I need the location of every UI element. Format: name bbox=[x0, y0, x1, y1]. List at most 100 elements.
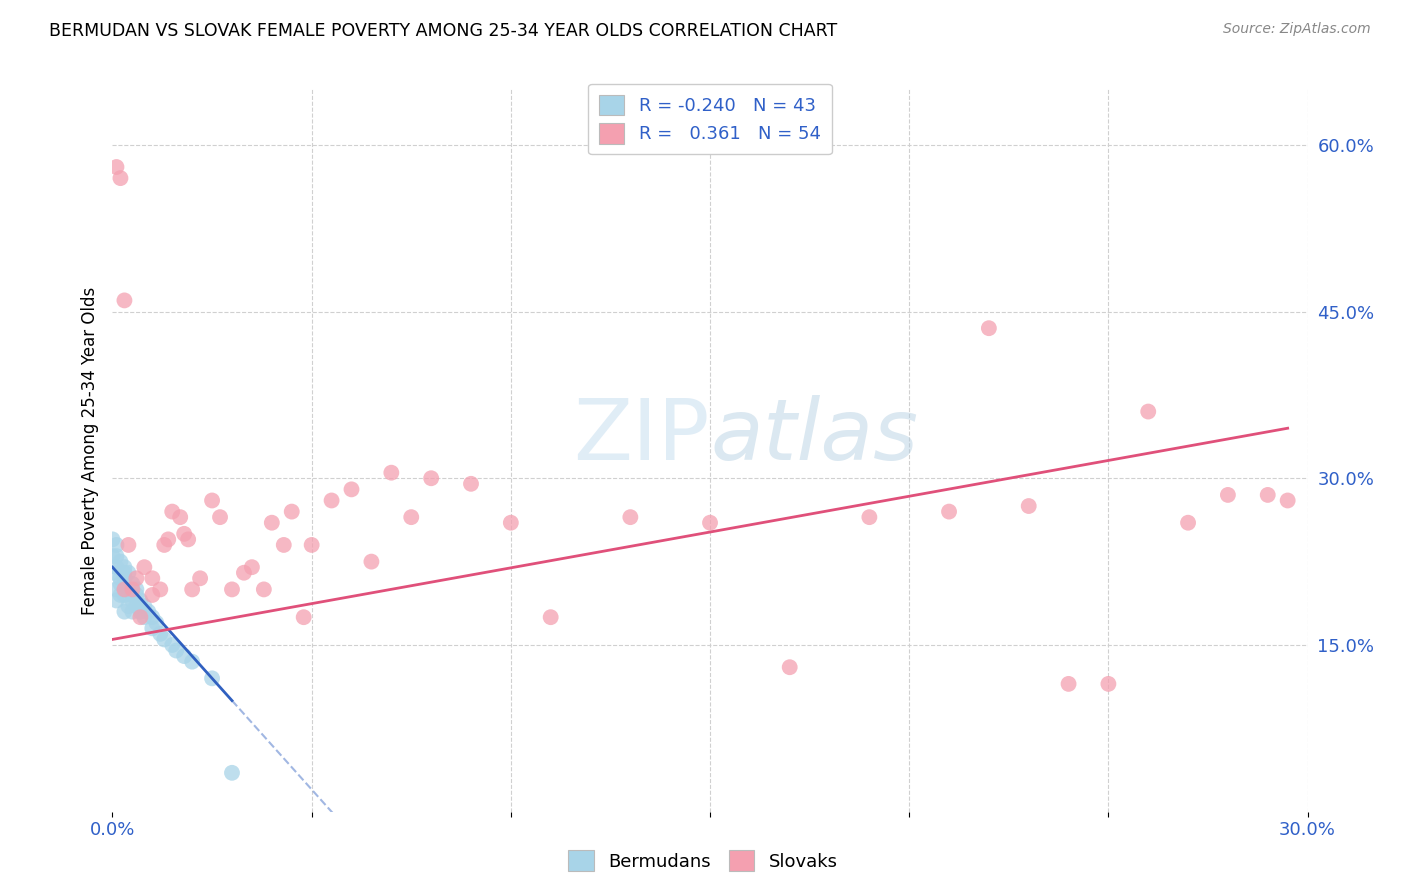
Point bbox=[1057, 677, 1080, 691]
Point bbox=[1137, 404, 1160, 418]
Text: ZIP: ZIP bbox=[574, 394, 710, 477]
Y-axis label: Female Poverty Among 25-34 Year Olds: Female Poverty Among 25-34 Year Olds bbox=[80, 286, 98, 615]
Point bbox=[169, 510, 191, 524]
Point bbox=[360, 555, 382, 569]
Point bbox=[125, 588, 148, 602]
Point bbox=[121, 593, 143, 607]
Point bbox=[101, 566, 124, 580]
Point bbox=[165, 643, 187, 657]
Point bbox=[105, 538, 128, 552]
Point bbox=[153, 632, 176, 647]
Point bbox=[125, 571, 148, 585]
Point bbox=[145, 615, 167, 630]
Point bbox=[1216, 488, 1239, 502]
Point bbox=[281, 505, 304, 519]
Point bbox=[221, 765, 243, 780]
Point bbox=[129, 610, 152, 624]
Point bbox=[121, 605, 143, 619]
Point bbox=[253, 582, 276, 597]
Point bbox=[141, 621, 163, 635]
Legend: Bermudans, Slovaks: Bermudans, Slovaks bbox=[561, 843, 845, 879]
Point bbox=[292, 610, 315, 624]
Point bbox=[201, 493, 224, 508]
Point bbox=[499, 516, 522, 530]
Point bbox=[117, 566, 139, 580]
Point bbox=[201, 671, 224, 685]
Point bbox=[121, 582, 143, 597]
Point bbox=[162, 505, 183, 519]
Point bbox=[153, 538, 176, 552]
Point bbox=[141, 571, 163, 585]
Point bbox=[134, 610, 156, 624]
Point bbox=[779, 660, 801, 674]
Point bbox=[380, 466, 402, 480]
Point bbox=[114, 293, 135, 308]
Point bbox=[141, 588, 163, 602]
Point bbox=[209, 510, 232, 524]
Point bbox=[420, 471, 443, 485]
Point bbox=[938, 505, 960, 519]
Point bbox=[273, 538, 295, 552]
Point bbox=[125, 582, 148, 597]
Point bbox=[105, 560, 128, 574]
Point bbox=[233, 566, 256, 580]
Point bbox=[117, 538, 139, 552]
Point bbox=[110, 171, 132, 186]
Point bbox=[134, 599, 156, 613]
Point bbox=[110, 571, 132, 585]
Point bbox=[260, 516, 283, 530]
Point bbox=[619, 510, 641, 524]
Point bbox=[858, 510, 880, 524]
Point bbox=[105, 160, 128, 174]
Point bbox=[1177, 516, 1199, 530]
Text: atlas: atlas bbox=[710, 394, 918, 477]
Point bbox=[141, 610, 163, 624]
Point bbox=[121, 577, 143, 591]
Point bbox=[105, 593, 128, 607]
Point bbox=[105, 549, 128, 563]
Point bbox=[157, 533, 180, 547]
Point bbox=[114, 571, 135, 585]
Point bbox=[699, 516, 721, 530]
Point bbox=[540, 610, 562, 624]
Point bbox=[240, 560, 263, 574]
Point bbox=[149, 627, 172, 641]
Point bbox=[110, 588, 132, 602]
Text: Source: ZipAtlas.com: Source: ZipAtlas.com bbox=[1223, 22, 1371, 37]
Point bbox=[129, 605, 152, 619]
Point bbox=[117, 582, 139, 597]
Point bbox=[110, 577, 132, 591]
Point bbox=[1277, 493, 1299, 508]
Point bbox=[149, 582, 172, 597]
Point bbox=[114, 605, 135, 619]
Text: BERMUDAN VS SLOVAK FEMALE POVERTY AMONG 25-34 YEAR OLDS CORRELATION CHART: BERMUDAN VS SLOVAK FEMALE POVERTY AMONG … bbox=[49, 22, 838, 40]
Point bbox=[1257, 488, 1279, 502]
Point bbox=[181, 655, 204, 669]
Point bbox=[114, 560, 135, 574]
Point bbox=[221, 582, 243, 597]
Point bbox=[129, 593, 152, 607]
Point bbox=[177, 533, 200, 547]
Point bbox=[101, 549, 124, 563]
Point bbox=[114, 566, 135, 580]
Point bbox=[162, 638, 183, 652]
Point bbox=[181, 582, 204, 597]
Point bbox=[105, 582, 128, 597]
Point bbox=[173, 649, 195, 664]
Point bbox=[173, 526, 195, 541]
Legend: R = -0.240   N = 43, R =   0.361   N = 54: R = -0.240 N = 43, R = 0.361 N = 54 bbox=[588, 84, 832, 154]
Point bbox=[460, 476, 482, 491]
Point bbox=[977, 321, 1000, 335]
Point bbox=[121, 588, 143, 602]
Point bbox=[134, 560, 156, 574]
Point bbox=[321, 493, 343, 508]
Point bbox=[1018, 499, 1040, 513]
Point bbox=[1097, 677, 1119, 691]
Point bbox=[114, 582, 135, 597]
Point bbox=[301, 538, 323, 552]
Point bbox=[340, 483, 363, 497]
Point bbox=[188, 571, 211, 585]
Point bbox=[117, 599, 139, 613]
Point bbox=[125, 599, 148, 613]
Point bbox=[110, 555, 132, 569]
